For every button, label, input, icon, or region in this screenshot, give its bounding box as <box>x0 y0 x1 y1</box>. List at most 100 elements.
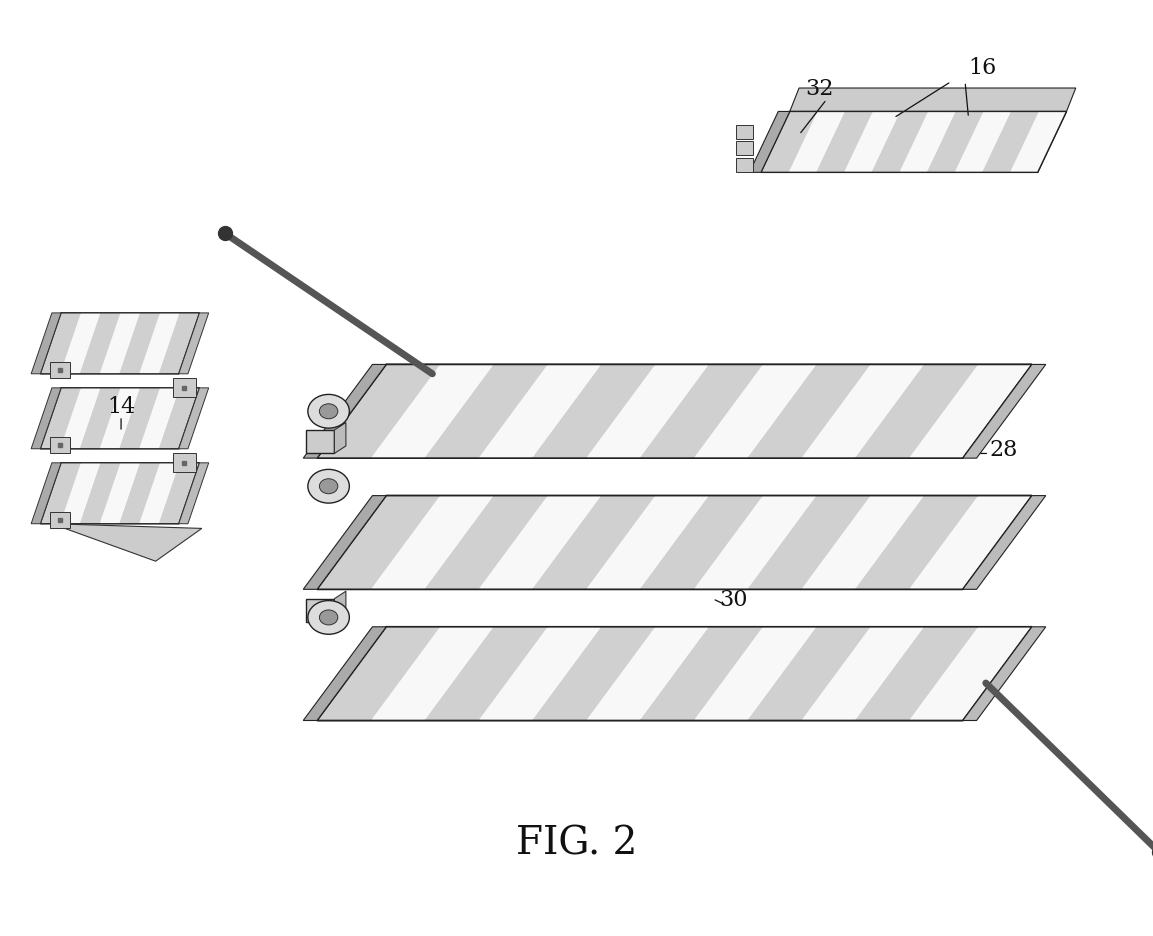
Polygon shape <box>586 496 709 590</box>
Polygon shape <box>60 463 100 524</box>
Polygon shape <box>317 365 440 459</box>
Polygon shape <box>694 365 816 459</box>
Polygon shape <box>40 314 199 374</box>
Polygon shape <box>533 496 655 590</box>
Polygon shape <box>801 496 925 590</box>
Polygon shape <box>334 423 346 454</box>
Polygon shape <box>31 314 61 374</box>
Polygon shape <box>60 388 100 449</box>
Polygon shape <box>736 142 753 156</box>
Polygon shape <box>694 627 816 721</box>
Polygon shape <box>120 388 160 449</box>
Circle shape <box>319 404 338 419</box>
Polygon shape <box>140 388 180 449</box>
Text: 14: 14 <box>107 396 136 417</box>
Polygon shape <box>52 524 202 562</box>
Polygon shape <box>982 112 1039 173</box>
Polygon shape <box>179 388 209 449</box>
Polygon shape <box>371 627 493 721</box>
Polygon shape <box>40 314 81 374</box>
Polygon shape <box>533 365 655 459</box>
Polygon shape <box>40 388 199 449</box>
Polygon shape <box>640 365 763 459</box>
Polygon shape <box>927 112 984 173</box>
Polygon shape <box>31 463 61 524</box>
Polygon shape <box>173 379 196 398</box>
Polygon shape <box>586 627 709 721</box>
Polygon shape <box>303 496 386 590</box>
Polygon shape <box>173 454 196 473</box>
Text: 28: 28 <box>989 439 1018 461</box>
Polygon shape <box>159 463 199 524</box>
Polygon shape <box>120 314 160 374</box>
Polygon shape <box>747 627 871 721</box>
Polygon shape <box>317 496 1032 590</box>
Polygon shape <box>899 112 956 173</box>
Polygon shape <box>749 112 790 173</box>
Polygon shape <box>533 627 655 721</box>
Polygon shape <box>747 365 871 459</box>
Polygon shape <box>694 496 816 590</box>
Polygon shape <box>1010 112 1067 173</box>
Polygon shape <box>317 627 440 721</box>
Text: 30: 30 <box>719 589 748 610</box>
Polygon shape <box>963 627 1046 721</box>
Polygon shape <box>31 388 61 449</box>
Polygon shape <box>306 599 334 622</box>
Polygon shape <box>334 592 346 622</box>
Polygon shape <box>856 496 978 590</box>
Polygon shape <box>424 365 548 459</box>
Circle shape <box>319 610 338 625</box>
Polygon shape <box>640 627 763 721</box>
Polygon shape <box>80 463 120 524</box>
Polygon shape <box>872 112 928 173</box>
Polygon shape <box>140 463 180 524</box>
Circle shape <box>308 470 349 504</box>
Polygon shape <box>909 627 1032 721</box>
Polygon shape <box>50 437 70 454</box>
Polygon shape <box>99 388 141 449</box>
Polygon shape <box>179 314 209 374</box>
Polygon shape <box>963 496 1046 590</box>
Polygon shape <box>80 388 120 449</box>
Polygon shape <box>736 159 753 173</box>
Polygon shape <box>736 125 753 139</box>
Polygon shape <box>50 362 70 379</box>
Polygon shape <box>909 365 1032 459</box>
Polygon shape <box>99 314 141 374</box>
Text: 32: 32 <box>805 79 834 100</box>
Polygon shape <box>478 365 602 459</box>
Polygon shape <box>317 627 1032 721</box>
Polygon shape <box>478 627 602 721</box>
Polygon shape <box>856 627 978 721</box>
Polygon shape <box>844 112 900 173</box>
Polygon shape <box>761 112 817 173</box>
Text: 16: 16 <box>969 57 997 79</box>
Polygon shape <box>60 314 100 374</box>
Polygon shape <box>159 388 199 449</box>
Polygon shape <box>317 496 440 590</box>
Circle shape <box>308 601 349 635</box>
Polygon shape <box>99 463 141 524</box>
Polygon shape <box>303 365 386 459</box>
Polygon shape <box>159 314 199 374</box>
Polygon shape <box>586 365 709 459</box>
Polygon shape <box>424 627 548 721</box>
Polygon shape <box>140 314 180 374</box>
Polygon shape <box>478 496 602 590</box>
Polygon shape <box>747 496 871 590</box>
Polygon shape <box>909 496 1032 590</box>
Polygon shape <box>963 365 1046 459</box>
Polygon shape <box>640 496 763 590</box>
Polygon shape <box>761 112 1067 173</box>
Polygon shape <box>50 512 70 529</box>
Polygon shape <box>801 365 925 459</box>
Polygon shape <box>40 463 199 524</box>
Polygon shape <box>120 463 160 524</box>
Polygon shape <box>40 388 81 449</box>
Polygon shape <box>179 463 209 524</box>
Polygon shape <box>303 627 386 721</box>
Polygon shape <box>40 463 81 524</box>
Polygon shape <box>801 627 925 721</box>
Polygon shape <box>80 314 120 374</box>
